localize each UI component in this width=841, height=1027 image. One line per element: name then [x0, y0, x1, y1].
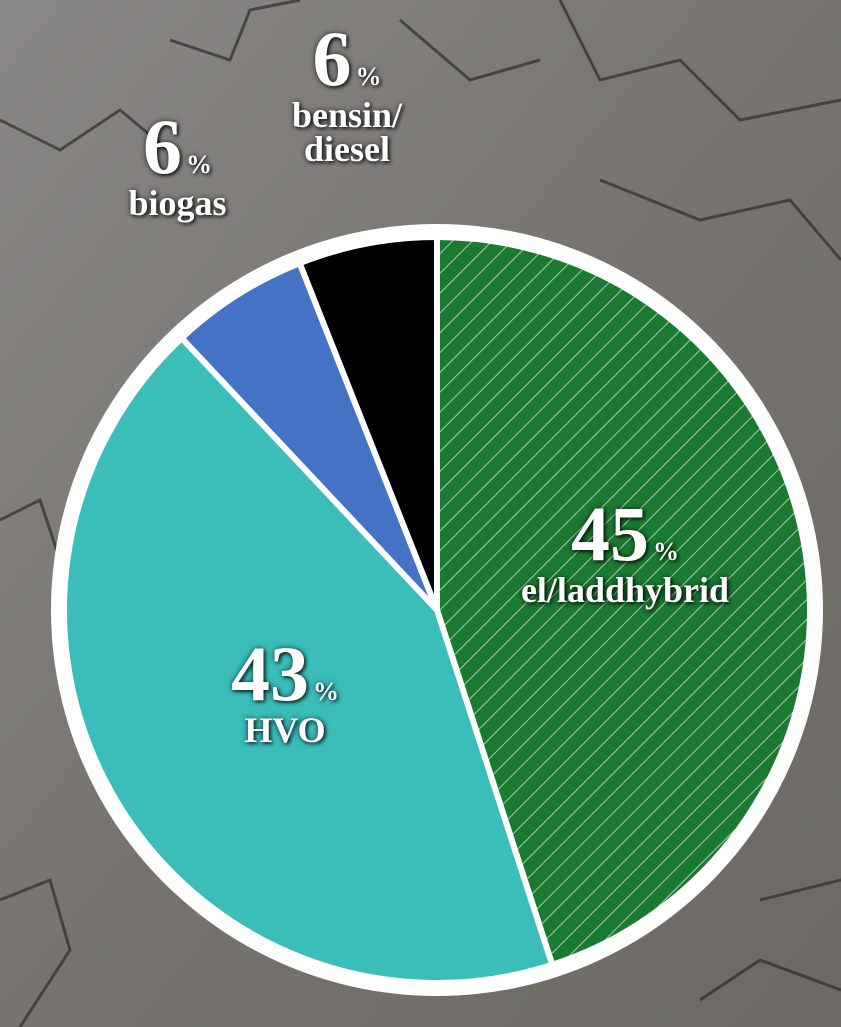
category-label: bensin/ diesel [262, 98, 432, 166]
category-label: el/laddhybrid [470, 573, 780, 607]
value-unit: % [653, 537, 679, 566]
page: {"chart_data": {"type": "pie", "categori… [0, 0, 841, 1027]
slice-label: 6%biogas [95, 108, 260, 220]
value-unit: % [186, 150, 212, 179]
category-label: HVO [170, 713, 400, 747]
slice-label: 43%HVO [170, 635, 400, 747]
value-number: 6 [143, 103, 182, 190]
value-label: 6% [95, 108, 260, 186]
value-number: 43 [231, 630, 309, 717]
value-unit: % [356, 62, 382, 91]
value-number: 6 [313, 15, 352, 102]
category-label: biogas [95, 186, 260, 220]
value-number: 45 [571, 490, 649, 577]
slice-label: 6%bensin/ diesel [262, 20, 432, 166]
slice-label: 45%el/laddhybrid [470, 495, 780, 607]
value-unit: % [313, 677, 339, 706]
value-label: 45% [470, 495, 780, 573]
value-label: 43% [170, 635, 400, 713]
value-label: 6% [262, 20, 432, 98]
